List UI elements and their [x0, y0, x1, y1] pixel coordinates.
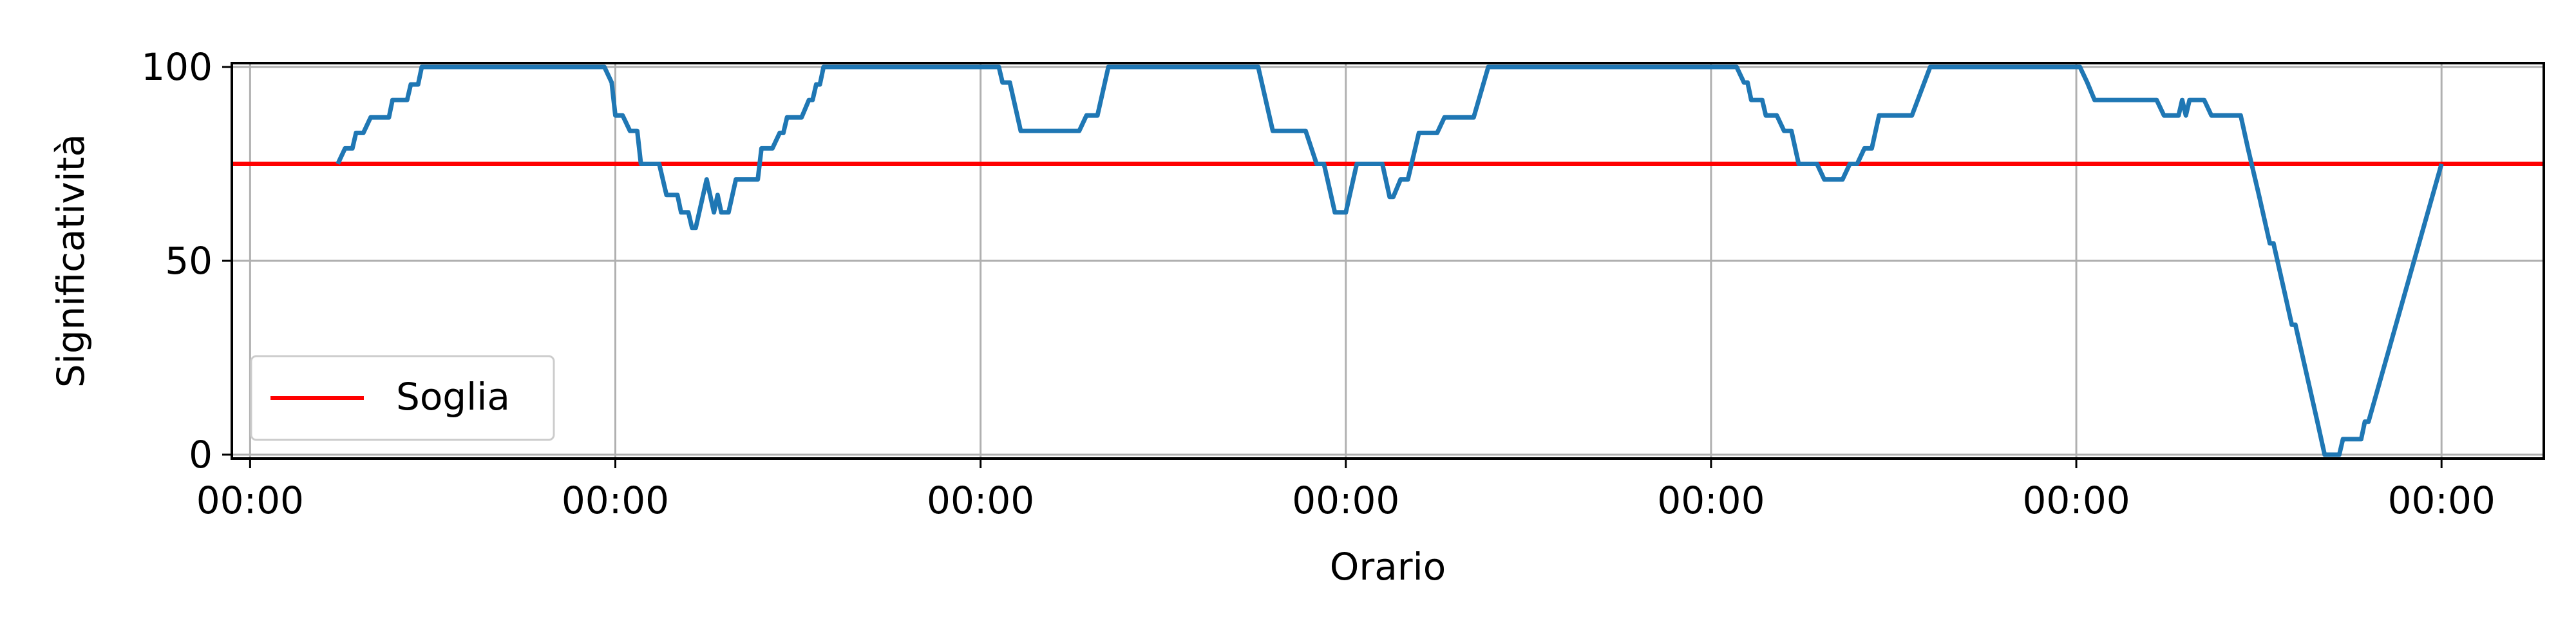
y-tick-label: 100 — [141, 45, 213, 89]
x-tick-label: 00:00 — [927, 478, 1034, 522]
x-tick-label: 00:00 — [1657, 478, 1765, 522]
legend: Soglia — [250, 355, 555, 441]
x-tick-label: 00:00 — [2022, 478, 2130, 522]
x-ticks: 00:00 00:00 00:00 00:00 00:00 00:00 00:00 — [196, 459, 2496, 522]
x-tick-label: 00:00 — [196, 478, 304, 522]
x-tick-label: 00:00 — [2388, 478, 2496, 522]
x-tick-label: 00:00 — [1292, 478, 1399, 522]
grid — [232, 63, 2544, 459]
y-tick-label: 50 — [165, 239, 213, 283]
legend-label: Soglia — [396, 375, 510, 419]
y-tick-label: 0 — [189, 433, 213, 477]
series-line — [336, 64, 2444, 457]
series-layer — [336, 64, 2444, 457]
y-axis-title: Significatività — [49, 134, 93, 388]
x-tick-label: 00:00 — [562, 478, 669, 522]
x-axis-title: Orario — [1330, 545, 1446, 589]
y-ticks: 0 50 100 — [141, 45, 232, 477]
legend-box — [250, 355, 555, 441]
